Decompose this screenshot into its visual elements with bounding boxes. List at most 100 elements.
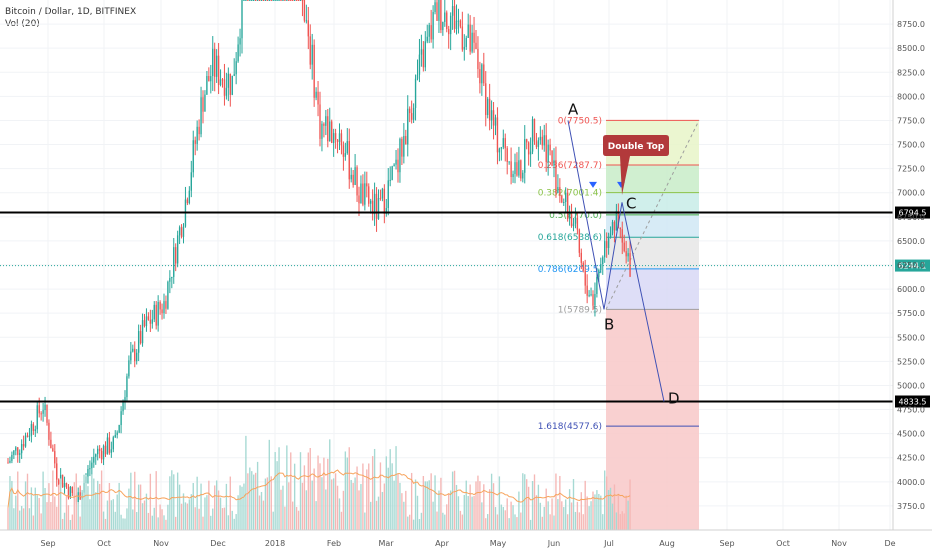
y-tick-label: 7000.0 xyxy=(897,189,925,198)
volume-bar xyxy=(551,498,553,530)
candle-body xyxy=(621,229,623,243)
volume-bar xyxy=(233,518,235,530)
volume-bar xyxy=(124,518,126,530)
volume-bar xyxy=(514,514,516,530)
volume-bar xyxy=(368,463,370,530)
volume-bar xyxy=(383,483,386,530)
candle-body xyxy=(262,0,265,1)
candle-body xyxy=(264,0,267,1)
candle-body xyxy=(89,468,91,470)
candle-body xyxy=(50,439,52,449)
candle-body xyxy=(233,74,235,76)
volume-bar xyxy=(67,505,70,530)
volume-bar xyxy=(356,466,358,530)
candle-body xyxy=(71,486,74,494)
volume-bar xyxy=(214,485,216,530)
candle-body xyxy=(551,150,553,166)
candle-body xyxy=(524,139,526,173)
volume-bar xyxy=(50,502,52,530)
candle-body xyxy=(130,351,132,361)
candle-body xyxy=(108,437,111,453)
volume-bar xyxy=(75,473,77,530)
volume-bar xyxy=(331,479,333,530)
candle-body xyxy=(403,136,405,157)
volume-bar xyxy=(414,479,417,530)
volume-bar xyxy=(531,481,534,530)
volume-bar xyxy=(175,516,177,530)
volume-bar xyxy=(508,518,510,530)
candle-body xyxy=(428,25,430,37)
x-tick-label: Sep xyxy=(40,539,55,548)
candle-body xyxy=(481,64,483,84)
candle-body xyxy=(340,133,343,146)
volume-bar xyxy=(182,493,185,530)
volume-bar xyxy=(502,507,504,530)
volume-bar xyxy=(340,511,343,530)
candle-body xyxy=(483,64,485,84)
candle-body xyxy=(151,319,153,324)
candle-body xyxy=(358,195,360,204)
candle-body xyxy=(609,233,612,238)
volume-bar xyxy=(570,502,573,530)
candle-body xyxy=(44,404,46,411)
volume-bar xyxy=(266,477,269,530)
volume-bar xyxy=(338,498,341,530)
volume-bar xyxy=(412,519,415,530)
y-tick-label: 6500.0 xyxy=(897,237,925,246)
volume-bar xyxy=(403,501,405,530)
volume-bar xyxy=(541,516,543,530)
abcd-label-b: B xyxy=(604,315,614,333)
volume-bar xyxy=(180,503,183,530)
volume-bar xyxy=(344,451,347,530)
candle-body xyxy=(366,183,368,187)
volume-bar xyxy=(500,504,503,530)
volume-bar xyxy=(506,498,508,530)
volume-bar xyxy=(555,473,557,530)
candle-body xyxy=(375,193,378,219)
candle-body xyxy=(61,474,64,488)
abcd-label-d: D xyxy=(668,389,680,407)
volume-bar xyxy=(518,491,520,530)
candle-body xyxy=(399,138,401,173)
volume-bar xyxy=(459,510,462,530)
candle-body xyxy=(570,214,573,227)
y-tick-label: 8500.0 xyxy=(897,44,925,53)
volume-bar xyxy=(387,467,389,530)
volume-bar xyxy=(549,514,551,530)
candle-body xyxy=(401,138,403,157)
volume-bar xyxy=(63,512,66,530)
candle-body xyxy=(479,69,481,84)
candle-body xyxy=(389,179,391,181)
volume-bar xyxy=(32,515,35,530)
candle-body xyxy=(147,316,150,320)
candle-body xyxy=(557,187,559,194)
volume-bar xyxy=(594,494,596,530)
candle-body xyxy=(141,320,144,344)
fib-zone xyxy=(606,426,699,530)
volume-bar xyxy=(114,511,116,530)
volume-bar xyxy=(397,474,399,530)
candle-body xyxy=(535,141,538,147)
volume-bar xyxy=(436,511,438,530)
candle-body xyxy=(221,79,224,81)
volume-bar xyxy=(366,469,368,530)
candle-body xyxy=(527,142,530,155)
volume-bar xyxy=(485,518,487,530)
volume-bar xyxy=(596,490,598,530)
candle-body xyxy=(34,429,36,431)
volume-bar xyxy=(473,496,475,530)
x-tick-label: Mar xyxy=(378,539,394,548)
volume-bar xyxy=(609,487,612,530)
candle-body xyxy=(496,117,499,153)
candle-body xyxy=(531,119,534,152)
x-tick-label: Oct xyxy=(776,539,790,548)
volume-bar xyxy=(563,507,565,530)
volume-bar xyxy=(89,499,91,530)
volume-bar xyxy=(65,495,68,530)
volume-bar xyxy=(7,507,9,530)
candle-body xyxy=(494,117,497,126)
volume-bar xyxy=(492,483,495,530)
fib-zone xyxy=(606,192,699,215)
candle-body xyxy=(323,123,325,126)
volume-bar xyxy=(34,487,36,530)
